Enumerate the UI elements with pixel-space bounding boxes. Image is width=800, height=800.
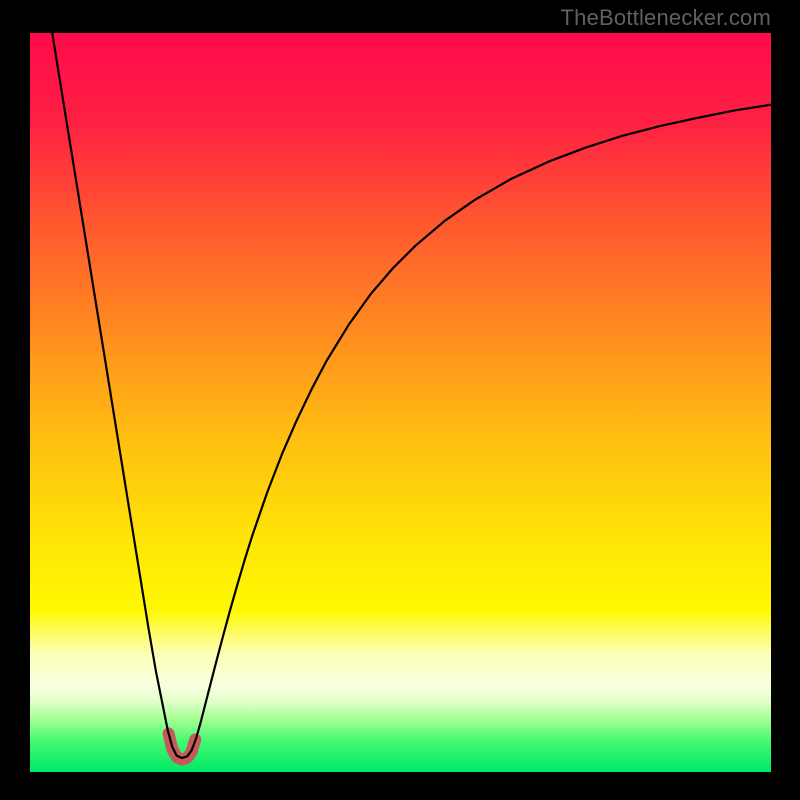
watermark-text: TheBottlenecker.com bbox=[561, 5, 771, 33]
curve-layer bbox=[30, 33, 771, 772]
bottleneck-curve bbox=[52, 33, 771, 758]
plot-frame: TheBottlenecker.com bbox=[30, 33, 771, 772]
